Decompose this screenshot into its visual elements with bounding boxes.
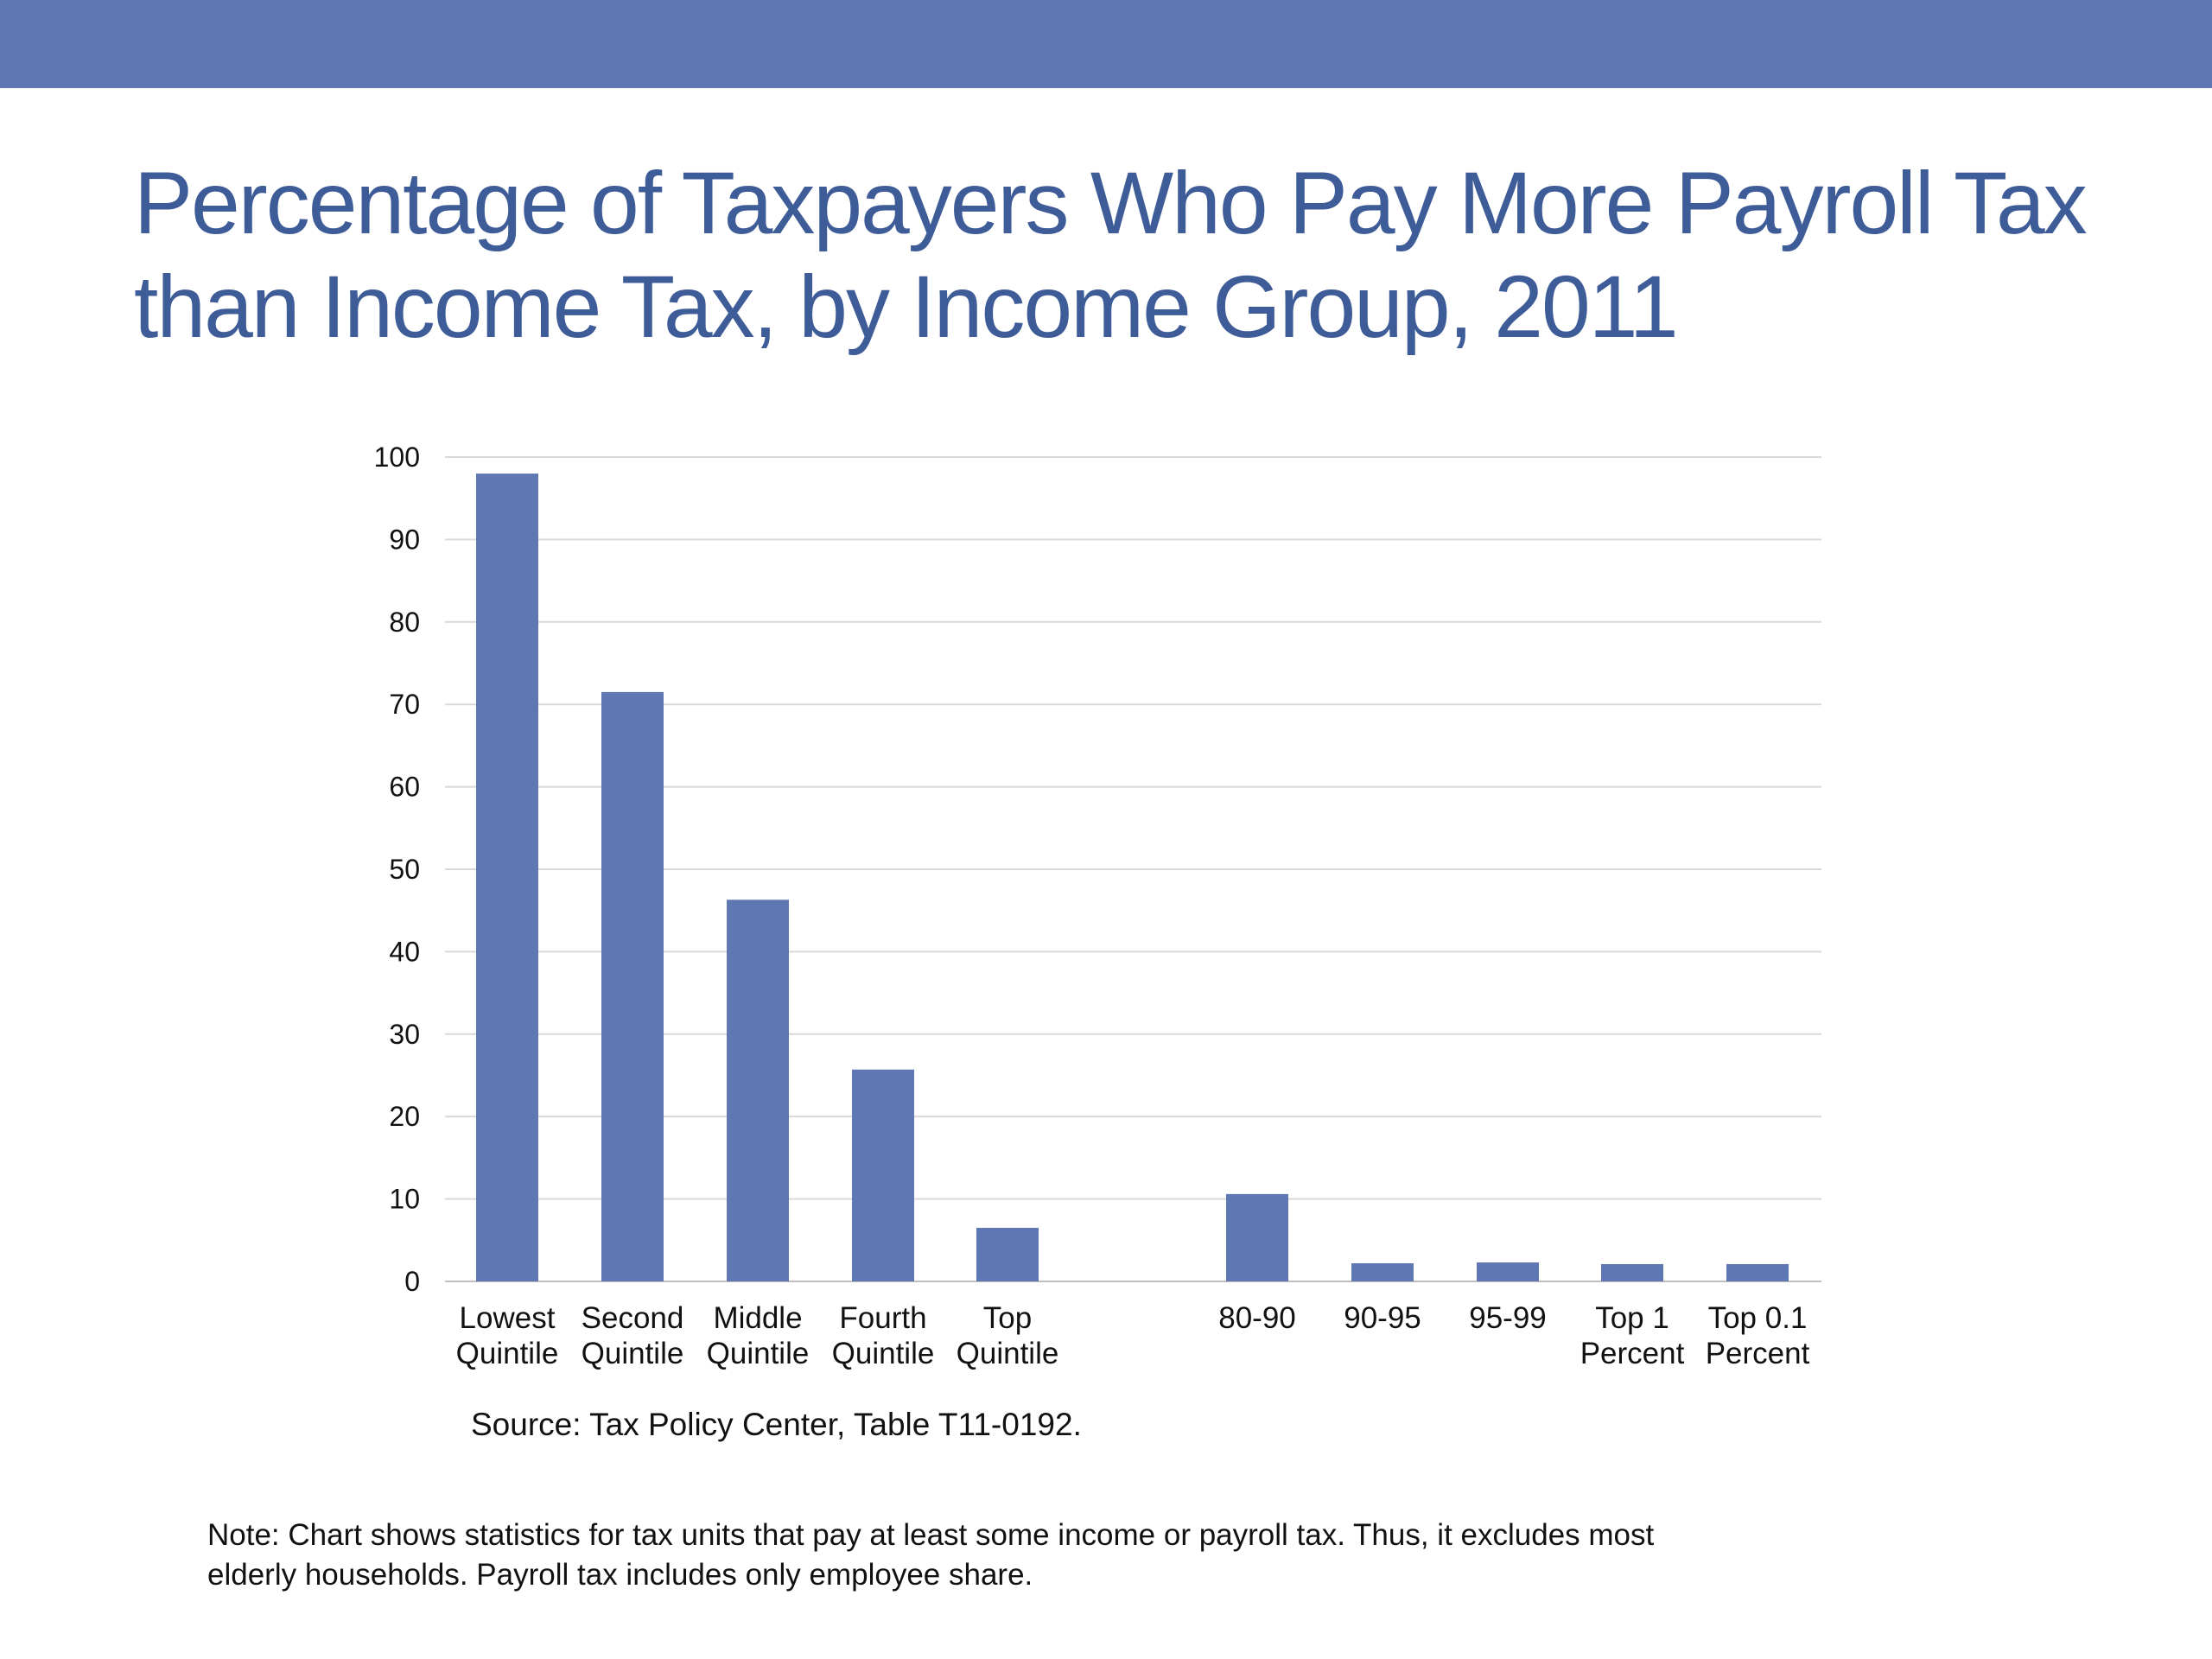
y-tick-label: 70 bbox=[389, 689, 420, 720]
y-tick-label: 30 bbox=[389, 1019, 420, 1050]
x-tick-label: Percent bbox=[1706, 1337, 1810, 1370]
source-note: Source: Tax Policy Center, Table T11-019… bbox=[471, 1407, 1082, 1442]
y-tick-label: 60 bbox=[389, 772, 420, 803]
bars bbox=[476, 474, 1789, 1281]
x-tick-label: Quintile bbox=[832, 1337, 935, 1370]
y-axis-ticks: 0 10 20 30 40 50 60 70 80 90 100 bbox=[374, 442, 420, 1297]
x-tick-label: 80-90 bbox=[1218, 1301, 1296, 1335]
footnote-line-1: Note: Chart shows statistics for tax uni… bbox=[207, 1518, 1655, 1552]
y-tick-label: 50 bbox=[389, 854, 420, 885]
bar bbox=[976, 1227, 1039, 1281]
y-tick-label: 100 bbox=[374, 442, 420, 473]
x-tick-label: Quintile bbox=[456, 1337, 559, 1370]
bar bbox=[727, 899, 789, 1281]
y-tick-label: 0 bbox=[404, 1266, 420, 1297]
x-tick-label: Top 1 bbox=[1595, 1301, 1669, 1335]
y-tick-label: 90 bbox=[389, 524, 420, 555]
x-tick-label: Fourth bbox=[839, 1301, 926, 1335]
bar bbox=[1351, 1263, 1414, 1281]
x-tick-label: Quintile bbox=[582, 1337, 684, 1370]
y-tick-label: 10 bbox=[389, 1184, 420, 1215]
y-tick-label: 20 bbox=[389, 1101, 420, 1132]
bar bbox=[1226, 1193, 1288, 1281]
title-line-2: than Income Tax, by Income Group, 2011 bbox=[134, 257, 1679, 356]
bar bbox=[601, 691, 664, 1281]
y-tick-label: 80 bbox=[389, 607, 420, 638]
y-tick-label: 40 bbox=[389, 936, 420, 967]
header-band bbox=[0, 0, 2212, 88]
gridlines bbox=[445, 456, 1821, 1282]
x-tick-label: Quintile bbox=[707, 1337, 810, 1370]
x-tick-label: Middle bbox=[713, 1301, 802, 1335]
bar bbox=[1601, 1263, 1663, 1281]
footnote-line-2: elderly households. Payroll tax includes… bbox=[207, 1558, 1033, 1592]
x-tick-label: Quintile bbox=[957, 1337, 1059, 1370]
x-tick-label: Second bbox=[582, 1301, 684, 1335]
title-line-1: Percentage of Taxpayers Who Pay More Pay… bbox=[134, 154, 2088, 252]
slide-title: Percentage of Taxpayers Who Pay More Pay… bbox=[134, 151, 2121, 359]
x-tick-label: 95-99 bbox=[1469, 1301, 1547, 1335]
bar bbox=[852, 1069, 914, 1281]
x-tick-label: Lowest bbox=[460, 1301, 556, 1335]
bar bbox=[1726, 1263, 1789, 1281]
footnote: Note: Chart shows statistics for tax uni… bbox=[207, 1516, 2065, 1595]
x-tick-label: Top bbox=[983, 1301, 1032, 1335]
x-tick-label: Top 0.1 bbox=[1708, 1301, 1808, 1335]
bar bbox=[1477, 1262, 1539, 1281]
x-axis-labels: LowestQuintileSecondQuintileMiddleQuinti… bbox=[456, 1301, 1810, 1370]
bar bbox=[476, 474, 538, 1281]
x-tick-label: Percent bbox=[1580, 1337, 1685, 1370]
x-tick-label: 90-95 bbox=[1344, 1301, 1421, 1335]
